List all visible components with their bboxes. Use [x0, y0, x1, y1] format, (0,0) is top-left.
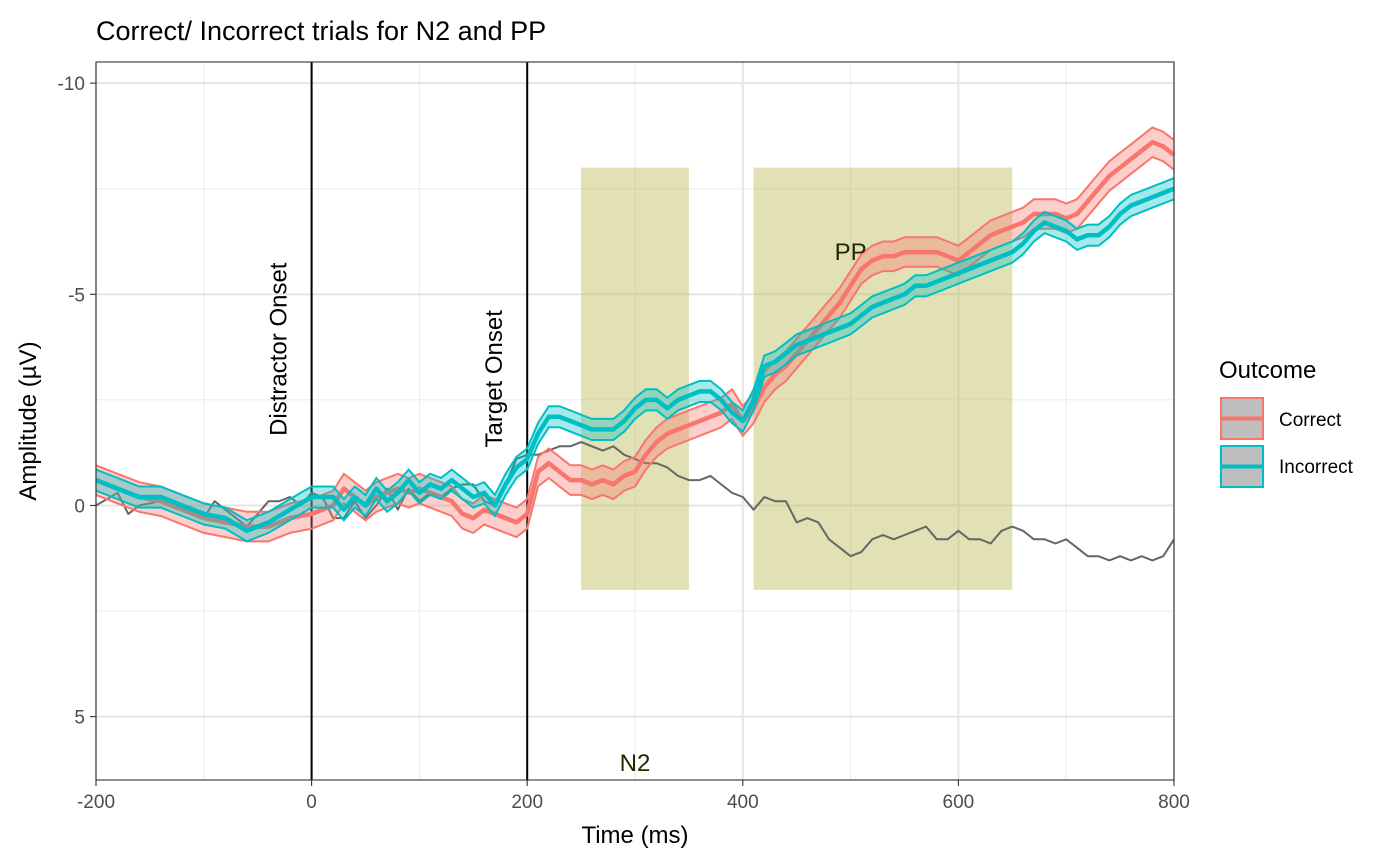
x-tick-label: 800	[1158, 792, 1190, 813]
onset-label-0: Distractor Onset	[266, 262, 293, 436]
time-window-pp	[753, 167, 1013, 590]
window-label-n2: N2	[620, 750, 651, 777]
time-windows	[581, 167, 1013, 590]
y-tick-label: 0	[74, 496, 85, 517]
legend-label-incorrect: Incorrect	[1279, 457, 1354, 478]
series-line	[95, 441, 1175, 562]
band-edge-upper	[95, 177, 1175, 522]
window-label-pp: PP	[835, 239, 867, 266]
x-axis-label: Time (ms)	[581, 822, 688, 849]
series-layer	[95, 126, 1176, 562]
x-tick-label: 0	[306, 792, 317, 813]
panel-border	[95, 61, 1175, 781]
y-axis-label: Amplitude (µV)	[15, 341, 42, 500]
x-tick-label: 200	[511, 792, 543, 813]
time-window-n2	[581, 167, 689, 590]
series-incorrect	[95, 177, 1175, 543]
y-tick-label: -5	[68, 285, 85, 306]
band-edge-lower	[95, 198, 1175, 543]
legend-item-incorrect[interactable]: Incorrect	[1220, 445, 1354, 488]
onset-lines	[310, 62, 529, 780]
series-line	[95, 139, 1176, 529]
legend-label-correct: Correct	[1279, 410, 1342, 431]
band-edge-upper	[95, 126, 1175, 513]
onset-label-1: Target Onset	[481, 310, 508, 448]
y-tick-label: 5	[74, 708, 85, 729]
x-tick-label: 600	[943, 792, 975, 813]
band-area	[96, 178, 1174, 542]
series-line	[95, 186, 1175, 534]
legend: Outcome Correct Incorrect	[1219, 357, 1354, 488]
annotation-layer: Distractor Onset Target Onset N2 PP	[266, 239, 867, 777]
axes: -200 0 200 400 600 800 -10 -5 0 5	[58, 74, 1190, 813]
chart-title: Correct/ Incorrect trials for N2 and PP	[96, 16, 546, 46]
x-tick-label: -200	[77, 792, 115, 813]
legend-title: Outcome	[1219, 357, 1316, 384]
x-tick-label: 400	[727, 792, 759, 813]
y-tick-label: -10	[58, 74, 85, 95]
legend-item-correct[interactable]: Correct	[1220, 397, 1342, 440]
band-area	[96, 127, 1174, 542]
series-grand-average	[95, 441, 1175, 562]
